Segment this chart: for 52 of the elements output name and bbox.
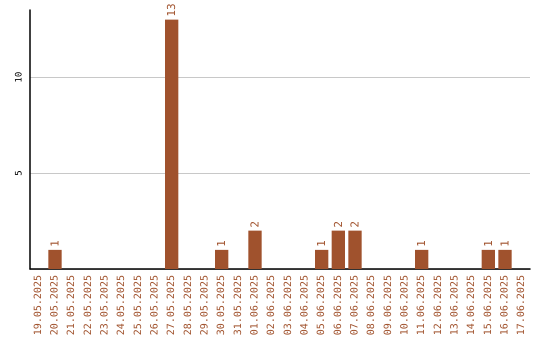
x-tick-label: 08.06.2025 <box>366 275 378 336</box>
data-label: 2 <box>348 221 362 228</box>
x-tick-label: 23.05.2025 <box>100 275 110 336</box>
bar <box>332 230 345 269</box>
data-label: 2 <box>332 221 345 228</box>
x-tick-label: 26.05.2025 <box>150 275 160 336</box>
x-tick-label: 17.06.2025 <box>516 275 528 336</box>
x-tick-label: 30.05.2025 <box>216 275 228 336</box>
data-label: 1 <box>482 240 495 247</box>
x-tick-label: 06.06.2025 <box>332 275 344 336</box>
x-tick-label: 24.05.2025 <box>116 275 128 336</box>
y-tick-label: 5 <box>14 170 24 176</box>
bar <box>415 250 428 269</box>
x-tick-label: 16.06.2025 <box>500 275 510 336</box>
y-tick-label: 10 <box>14 72 24 83</box>
bar <box>498 250 512 269</box>
bar <box>248 230 262 269</box>
x-tick-label: 01.06.2025 <box>250 275 260 336</box>
bar <box>215 250 228 269</box>
x-tick-label: 10.06.2025 <box>400 275 410 336</box>
x-tick-label: 31.05.2025 <box>232 275 244 336</box>
x-tick-label: 09.06.2025 <box>382 275 394 336</box>
x-tick-label: 25.05.2025 <box>132 275 144 336</box>
x-tick-label: 28.05.2025 <box>182 275 194 336</box>
x-tick-label: 11.06.2025 <box>416 275 428 336</box>
data-label: 1 <box>215 240 228 247</box>
x-tick-label: 12.06.2025 <box>432 275 444 336</box>
data-label: 2 <box>248 221 262 228</box>
x-tick-label: 29.05.2025 <box>200 275 210 336</box>
x-tick-label: 21.05.2025 <box>66 275 78 336</box>
x-tick-label: 20.05.2025 <box>50 275 60 336</box>
x-tick-label: 13.06.2025 <box>450 275 460 336</box>
x-tick-label: 15.06.2025 <box>482 275 494 336</box>
x-tick-label: 02.06.2025 <box>266 275 278 336</box>
data-label: 1 <box>498 240 512 247</box>
bar <box>165 20 178 269</box>
data-label: 1 <box>48 240 62 247</box>
x-tick-label: 14.06.2025 <box>466 275 478 336</box>
data-label: 1 <box>415 240 428 247</box>
bar <box>482 250 495 269</box>
x-tick-label: 19.05.2025 <box>32 275 44 336</box>
bar <box>48 250 62 269</box>
data-label: 1 <box>315 240 328 247</box>
x-tick-label: 07.06.2025 <box>350 275 360 336</box>
bar <box>315 250 328 269</box>
x-tick-label: 27.05.2025 <box>166 275 178 336</box>
bar <box>348 230 362 269</box>
x-tick-label: 04.06.2025 <box>300 275 310 336</box>
x-tick-label: 22.05.2025 <box>82 275 94 336</box>
x-tick-label: 05.06.2025 <box>316 275 328 336</box>
x-tick-label: 03.06.2025 <box>282 275 294 336</box>
data-label: 13 <box>165 3 178 17</box>
